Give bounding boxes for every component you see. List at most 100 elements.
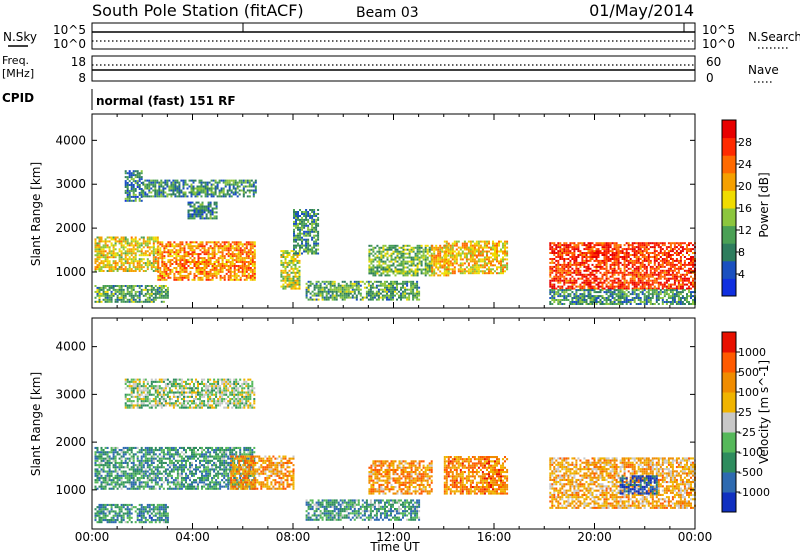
power-cell <box>565 271 568 274</box>
power-cell <box>217 259 220 262</box>
power-cell <box>555 252 558 254</box>
power-cell <box>301 242 303 245</box>
power-cell <box>146 185 149 188</box>
power-cell <box>490 252 492 255</box>
power-cell <box>471 264 474 267</box>
power-cell <box>402 280 404 283</box>
power-cell <box>665 248 668 251</box>
power-cell <box>416 296 419 299</box>
power-cell <box>583 279 586 282</box>
power-cell <box>603 244 606 247</box>
power-cell <box>615 244 618 247</box>
power-cell <box>681 246 684 249</box>
power-cell <box>559 244 562 247</box>
power-cell <box>688 287 690 290</box>
power-cell <box>563 252 566 254</box>
power-cell <box>313 218 316 221</box>
power-cell <box>667 271 670 274</box>
power-cell <box>323 298 326 301</box>
power-cell <box>679 259 682 262</box>
power-cell <box>692 285 694 288</box>
power-cell <box>305 232 308 235</box>
power-cell <box>388 248 391 251</box>
power-cell <box>116 285 119 287</box>
power-cell <box>232 193 235 196</box>
power-cell <box>569 287 572 290</box>
power-cell <box>420 272 423 275</box>
power-cell <box>296 279 299 282</box>
power-cell <box>104 290 107 293</box>
power-cell <box>205 278 208 281</box>
power-cell <box>323 296 326 299</box>
power-cell <box>174 193 177 196</box>
power-cell <box>445 252 448 255</box>
nave-tick-high: 60 <box>706 55 721 69</box>
power-cell <box>671 263 674 266</box>
power-cell <box>418 252 421 255</box>
power-cell <box>627 256 630 258</box>
power-cell <box>420 262 423 265</box>
power-cell <box>445 258 448 261</box>
power-cell <box>170 195 173 198</box>
power-cell <box>688 244 690 247</box>
power-cell <box>575 246 578 249</box>
power-cell <box>593 279 596 282</box>
power-cell <box>388 244 391 247</box>
power-cell <box>234 189 237 192</box>
power-cell <box>418 286 421 289</box>
power-cell <box>665 252 668 254</box>
power-cell <box>494 246 496 249</box>
power-cell <box>298 279 301 282</box>
power-cell <box>392 264 395 267</box>
power-cell <box>384 274 387 277</box>
power-cell <box>575 258 578 260</box>
power-cell <box>496 258 498 261</box>
power-cell <box>471 244 474 247</box>
power-cell <box>569 244 572 247</box>
power-cell <box>435 248 438 251</box>
power-cell <box>605 261 608 264</box>
power-cell <box>297 232 299 235</box>
power-cell <box>235 245 238 248</box>
power-cell <box>617 281 620 284</box>
power-cell <box>140 191 143 194</box>
power-cell <box>416 266 419 269</box>
power-cell <box>447 252 450 255</box>
power-cell <box>297 234 299 237</box>
date-label: 01/May/2014 <box>589 1 694 20</box>
power-cell <box>108 288 111 291</box>
power-cell <box>224 183 227 186</box>
power-cell <box>595 242 598 245</box>
power-cell <box>593 269 596 272</box>
power-cell <box>136 246 139 249</box>
power-cell <box>607 258 610 260</box>
power-cell <box>394 274 397 277</box>
power-cell <box>473 260 476 263</box>
power-cell <box>331 296 334 299</box>
power-cell <box>313 234 316 237</box>
power-cell <box>447 244 450 247</box>
power-cell <box>659 283 662 286</box>
power-cell <box>657 273 660 276</box>
power-cell <box>284 250 287 253</box>
power-cell <box>353 282 356 285</box>
power-cell <box>106 294 109 297</box>
power-cell <box>199 276 202 279</box>
power-cell <box>128 256 131 259</box>
power-cell <box>296 275 299 278</box>
power-cell <box>211 253 214 256</box>
power-cell <box>284 271 287 274</box>
power-cell <box>295 238 297 241</box>
power-cell <box>551 303 554 305</box>
power-cell <box>229 272 232 275</box>
power-cell <box>174 189 177 192</box>
power-cell <box>469 256 472 259</box>
power-cell <box>655 267 658 270</box>
power-cell <box>583 295 586 298</box>
power-cell <box>443 240 446 243</box>
power-cell <box>250 189 253 192</box>
power-cell <box>583 259 586 262</box>
power-cell <box>185 274 188 277</box>
power-cell <box>209 257 212 260</box>
power-cell <box>108 264 111 267</box>
